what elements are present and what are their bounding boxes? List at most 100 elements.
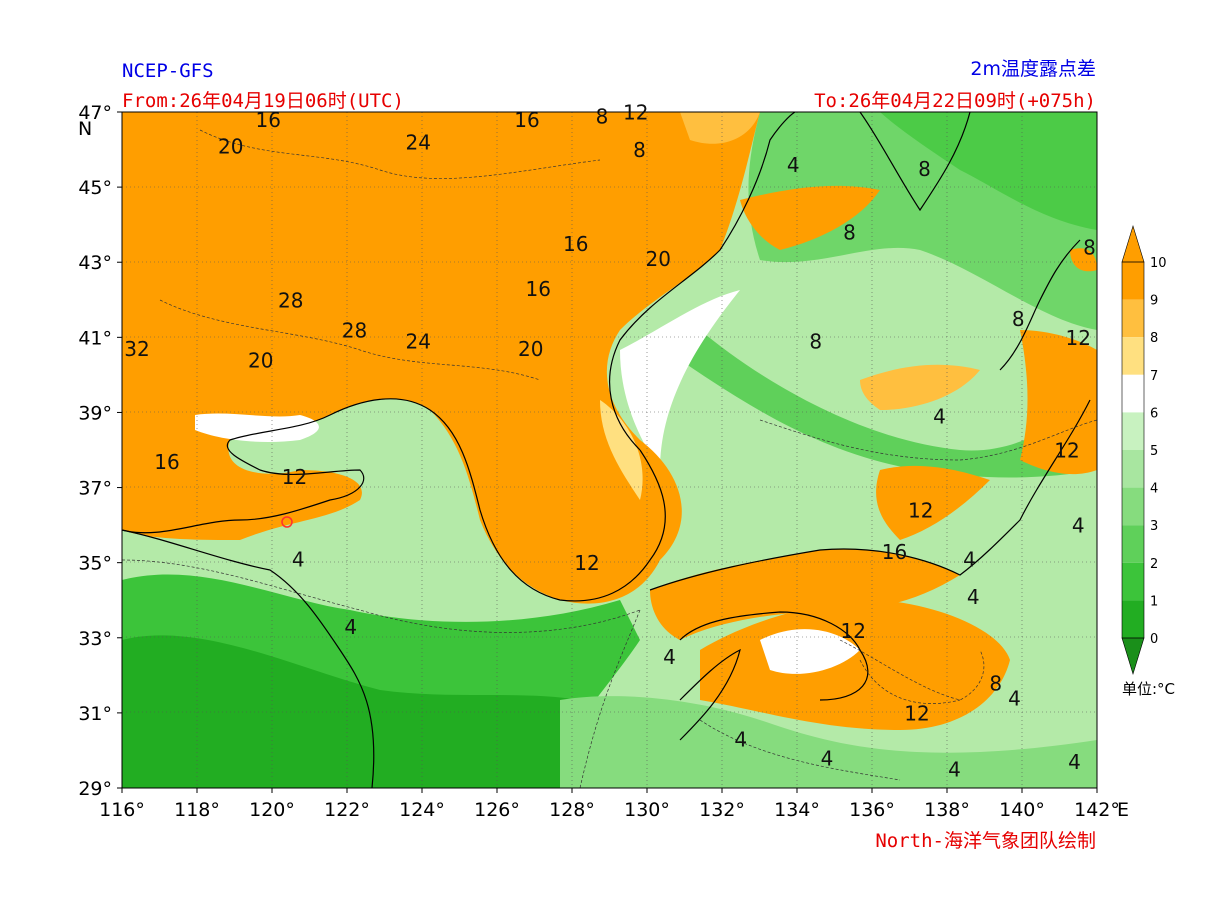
contour-label: 16 [256, 108, 281, 132]
lon-tick-label: 120° [249, 799, 295, 821]
contour-lines [122, 129, 1097, 788]
contour-label: 8 [843, 221, 856, 245]
lon-tick-label: 116° [99, 799, 145, 821]
colorbar-segment [1122, 487, 1144, 526]
contour-label: 4 [821, 746, 834, 770]
contour-label: 8 [918, 157, 931, 181]
contour-label: 20 [518, 337, 543, 361]
contour-label: 24 [406, 131, 431, 155]
lon-tick-label: 142° [1074, 799, 1120, 821]
lon-tick-label: 136° [849, 799, 895, 821]
contour-label: 4 [787, 153, 800, 177]
lon-tick-label: 118° [174, 799, 220, 821]
contour-label: 16 [526, 277, 551, 301]
contour-label: 4 [933, 405, 946, 429]
contour-label: 8 [633, 138, 646, 162]
contour-label: 12 [282, 465, 307, 489]
colorbar-tick-label: 9 [1150, 294, 1158, 309]
colorbar-unit: 单位:°C [1122, 680, 1175, 698]
colorbar-max-arrow [1121, 224, 1145, 263]
colorbar-tick-label: 0 [1150, 632, 1158, 647]
contour-label: 20 [248, 348, 273, 372]
colorbar-segment [1122, 412, 1144, 450]
lat-tick-label: 43° [78, 252, 112, 274]
colorbar-tick-label: 8 [1150, 331, 1158, 346]
contour-label: 4 [663, 645, 676, 669]
lat-tick-label: 31° [78, 703, 112, 725]
contour-label: 32 [124, 337, 149, 361]
contour-label: 12 [904, 701, 929, 725]
contour-label: 20 [646, 247, 671, 271]
model-label: NCEP-GFS [122, 60, 214, 82]
contour-label: 4 [1068, 750, 1081, 774]
plot-frame [121, 111, 1098, 789]
contour-label: 4 [292, 547, 305, 571]
contour-label: 12 [841, 619, 866, 643]
lon-tick-label: 124° [399, 799, 445, 821]
lon-tick-label: 122° [324, 799, 370, 821]
contour-label: 4 [967, 585, 980, 609]
contour-label: 12 [574, 551, 599, 575]
contour-label: 12 [623, 101, 648, 125]
station-marker [281, 516, 293, 528]
lat-tick-label: 33° [78, 628, 112, 650]
contour-label: 12 [908, 499, 933, 523]
contour-label: 8 [989, 671, 1002, 695]
contour-label: 20 [218, 134, 243, 158]
contour-label: 8 [1083, 236, 1096, 260]
contour-label: 8 [596, 104, 609, 128]
colorbar-tick-label: 3 [1150, 519, 1158, 534]
contour-label: 12 [1054, 439, 1079, 463]
to-time: To:26年04月22日09时(+075h) [814, 90, 1096, 112]
lat-tick-label: 35° [78, 553, 112, 575]
colorbar-segment [1122, 337, 1144, 375]
gridlines [122, 112, 1097, 788]
lon-tick-label: 126° [474, 799, 520, 821]
contour-label: 4 [344, 615, 357, 639]
lat-tick-label: 37° [78, 478, 112, 500]
colorbar-segment [1122, 374, 1144, 413]
contour-label: 24 [406, 330, 431, 354]
colorbar-segment [1122, 562, 1144, 601]
colorbar-segment [1122, 262, 1144, 300]
east-unit: E [1117, 799, 1129, 821]
map-title: 2m温度露点差 [970, 58, 1096, 80]
colorbar-segment [1122, 525, 1144, 563]
colorbar-segment [1122, 600, 1144, 638]
lon-tick-label: 130° [624, 799, 670, 821]
credit-label: North-海洋气象团队绘制 [875, 830, 1096, 852]
contour-label: 8 [809, 330, 822, 354]
contour-label: 8 [1012, 307, 1025, 331]
lon-tick-label: 128° [549, 799, 595, 821]
contour-label: 16 [563, 232, 588, 256]
colorbar-tick-label: 10 [1150, 256, 1167, 271]
contour-label: 4 [948, 758, 961, 782]
axis-labels: 47° 45° 43° 41° 39° 37° 35° 33° 31° 29°116° 118° 12… [78, 102, 1120, 821]
lat-tick-label: 41° [78, 327, 112, 349]
lat-tick-label: 39° [78, 402, 112, 424]
contour-label: 16 [882, 540, 907, 564]
colorbar-tick-label: 7 [1150, 369, 1158, 384]
contour-label: 28 [278, 288, 303, 312]
lon-tick-label: 140° [999, 799, 1045, 821]
contour-label: 4 [734, 728, 747, 752]
colorbar-min-arrow [1121, 637, 1145, 676]
colorbar-tick-label: 4 [1150, 482, 1158, 497]
colorbar-tick-label: 1 [1150, 594, 1158, 609]
colorbar-segment [1122, 450, 1144, 488]
colorbar-tick-label: 2 [1150, 557, 1158, 572]
contour-label: 28 [342, 318, 367, 342]
map-fill-layer [122, 112, 1097, 788]
colorbar-segment [1122, 299, 1144, 338]
colorbar-frame [1121, 261, 1145, 639]
lon-tick-label: 134° [774, 799, 820, 821]
contour-label: 4 [963, 547, 976, 571]
lat-tick-label: 29° [78, 778, 112, 800]
contour-label: 12 [1066, 326, 1091, 350]
lon-tick-label: 132° [699, 799, 745, 821]
colorbar-tick-label: 5 [1150, 444, 1158, 459]
from-time: From:26年04月19日06时(UTC) [122, 90, 404, 112]
